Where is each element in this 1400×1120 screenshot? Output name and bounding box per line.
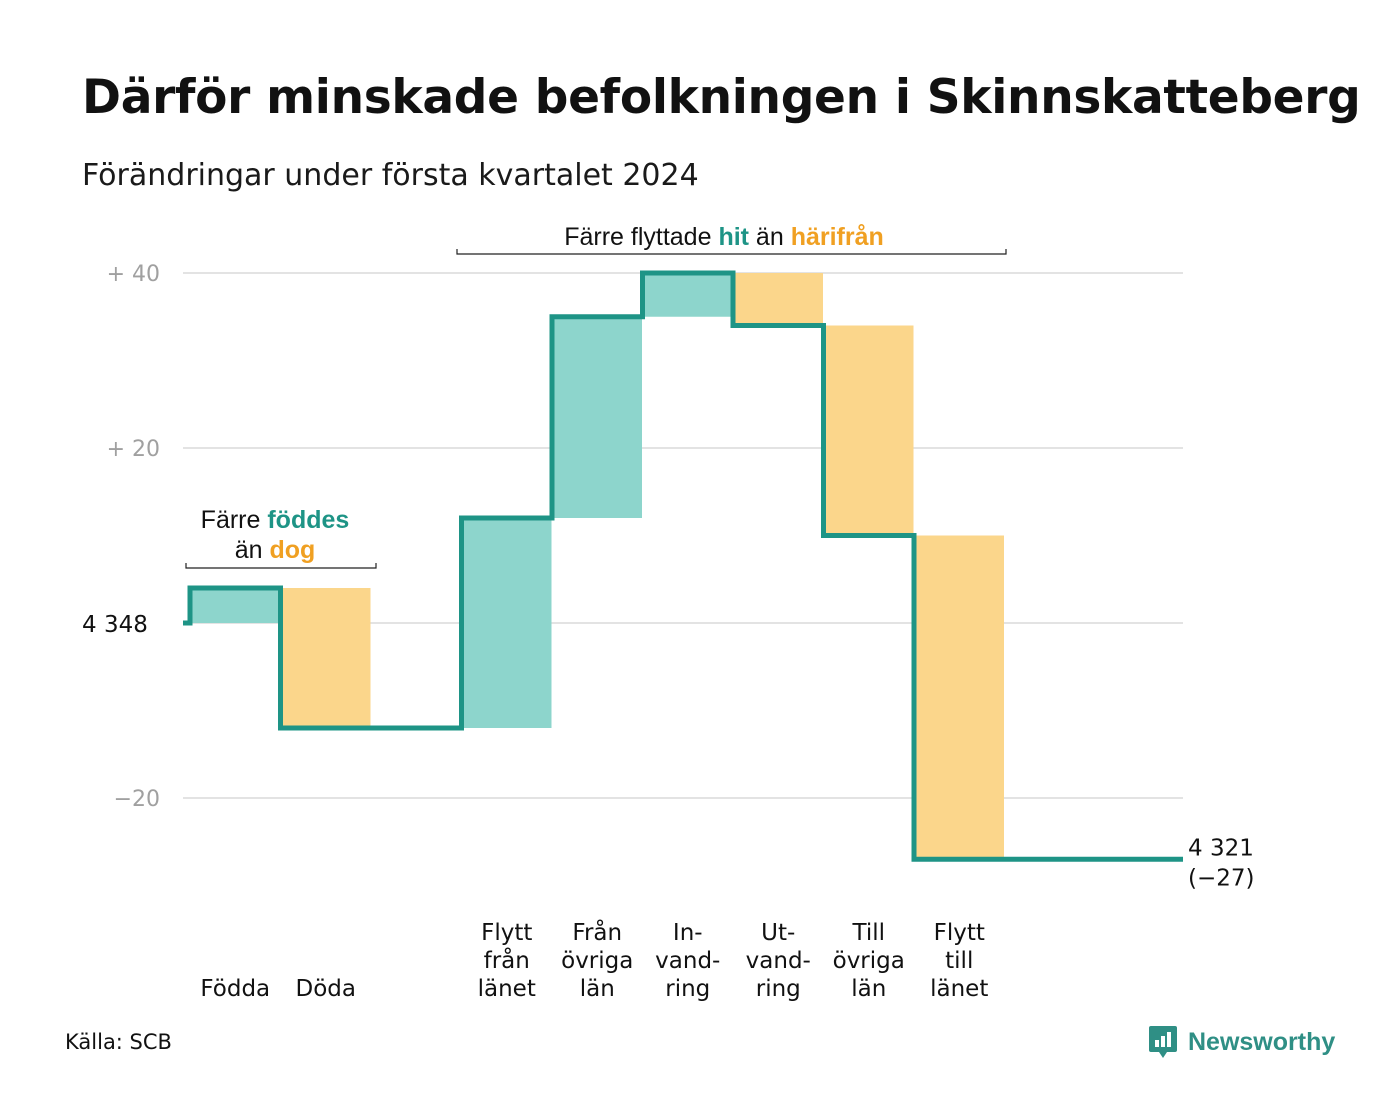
annotation-text: Färre föddes — [201, 506, 350, 534]
end-change-label: (−27) — [1188, 865, 1254, 891]
gridlines: + 40 + 20 −20 — [107, 262, 1183, 812]
chart-subtitle: Förändringar under första kvartalet 2024 — [82, 158, 699, 193]
category-label: Födda — [200, 976, 270, 1002]
source-note: Källa: SCB — [65, 1030, 172, 1054]
waterfall-bar — [733, 273, 823, 326]
category-labels: Födda Döda Flytt från länet Från övriga län In-v… — [200, 918, 988, 1002]
category-label: Till övriga län — [833, 920, 905, 1002]
newsworthy-logo-text: Newsworthy — [1188, 1027, 1336, 1056]
chart-title: Därför minskade befolkningen i Skinnskat… — [82, 70, 1361, 125]
waterfall-bar — [280, 588, 371, 728]
cumulative-step-line — [183, 270, 1183, 862]
waterfall-bar — [914, 535, 1004, 860]
category-label: Från övriga län — [561, 918, 633, 1002]
annotation-text: än dog — [235, 536, 316, 564]
category-label: Flytt till länet — [930, 920, 988, 1002]
annotation-text: Färre flyttade hit än härifrån — [564, 223, 884, 251]
y-tick-label: −20 — [114, 787, 160, 812]
bars — [190, 273, 1004, 860]
start-value-label: 4 348 — [82, 612, 148, 638]
y-tick-label: + 20 — [107, 437, 160, 462]
annotation-bracket — [456, 249, 1007, 255]
y-tick-label: + 40 — [107, 262, 160, 287]
waterfall-bar — [552, 316, 642, 518]
waterfall-bar — [190, 588, 280, 623]
category-label: Flytt från länet — [478, 920, 536, 1002]
newsworthy-logo: Newsworthy — [1148, 1024, 1335, 1060]
end-value-label: 4 321 — [1188, 835, 1254, 861]
newsworthy-logo-icon — [1149, 1026, 1177, 1058]
annotation-bracket — [185, 563, 377, 569]
waterfall-bar — [823, 325, 914, 536]
waterfall-bar — [642, 273, 733, 317]
annotation-migration: Färre flyttade hit än härifrån — [456, 223, 1007, 255]
category-label: Döda — [296, 976, 356, 1002]
waterfall-bar — [461, 518, 552, 728]
category-label: Ut-vand-ring — [746, 920, 811, 1002]
category-label: In-vand-ring — [655, 920, 720, 1002]
